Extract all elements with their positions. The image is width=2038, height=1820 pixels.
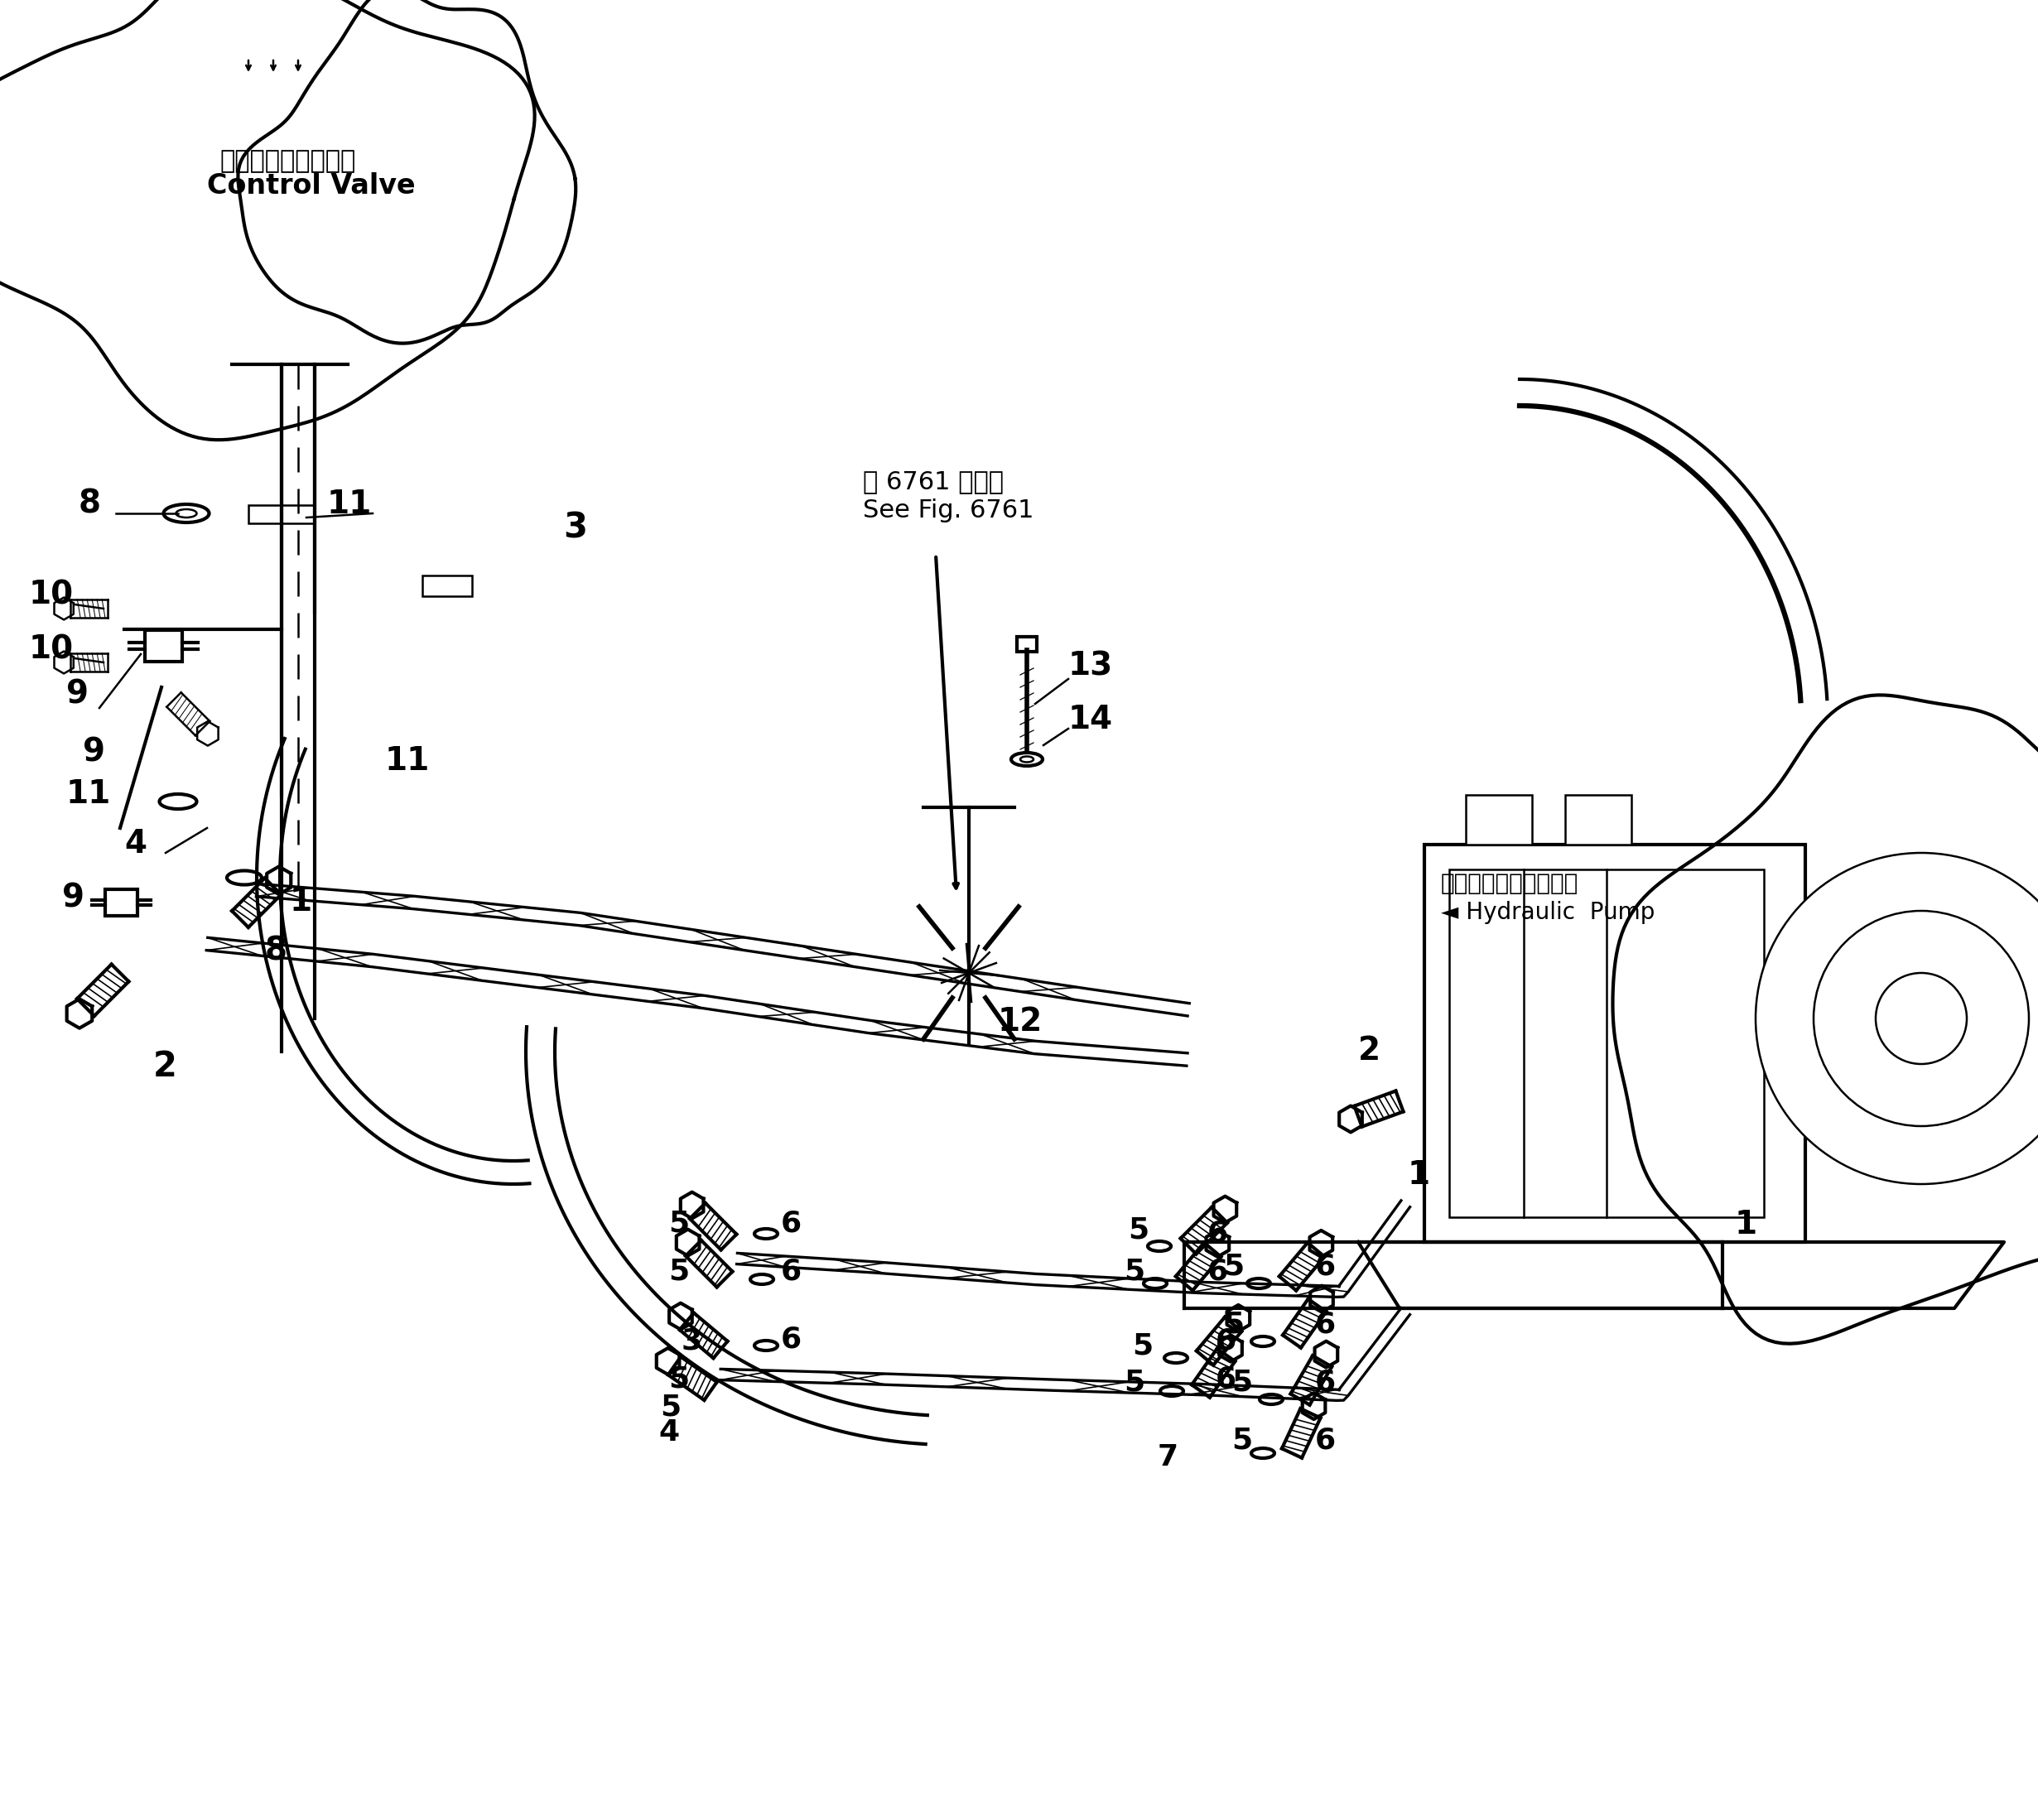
Text: 1: 1 [289, 886, 312, 917]
Ellipse shape [754, 1341, 779, 1350]
Text: 10: 10 [29, 579, 73, 612]
Bar [106, 890, 137, 915]
Text: 第 6761 図参照: 第 6761 図参照 [862, 470, 1003, 493]
Text: See Fig. 6761: See Fig. 6761 [862, 499, 1033, 522]
Text: 6: 6 [1315, 1252, 1335, 1281]
Text: 6: 6 [781, 1210, 801, 1238]
Text: 5: 5 [660, 1394, 681, 1421]
Text: ◄ Hydraulic  Pump: ◄ Hydraulic Pump [1441, 901, 1655, 925]
Ellipse shape [754, 1229, 779, 1239]
Text: 5: 5 [668, 1365, 689, 1392]
Text: 5: 5 [1129, 1216, 1149, 1243]
Text: 4: 4 [658, 1418, 679, 1447]
Text: 1: 1 [1734, 1208, 1757, 1241]
Ellipse shape [1259, 1394, 1282, 1405]
Text: 14: 14 [1068, 704, 1113, 735]
Text: 5: 5 [1231, 1369, 1253, 1398]
Ellipse shape [1164, 1352, 1188, 1363]
Text: 6: 6 [1315, 1369, 1335, 1398]
Ellipse shape [163, 504, 210, 522]
Text: 11: 11 [328, 488, 373, 521]
Text: コントロールバルブ: コントロールバルブ [220, 149, 355, 173]
Bar [1449, 870, 1765, 1218]
Bar [1017, 637, 1037, 652]
Text: 3: 3 [562, 511, 587, 546]
Bar [422, 575, 473, 597]
Bar [1565, 795, 1630, 844]
Circle shape [1814, 910, 2030, 1127]
Text: 6: 6 [1215, 1365, 1235, 1392]
Text: 2: 2 [153, 1048, 177, 1085]
Ellipse shape [1011, 753, 1043, 766]
Circle shape [1755, 854, 2038, 1185]
Text: 11: 11 [67, 779, 112, 810]
Bar [1425, 844, 1806, 1241]
Bar [249, 506, 314, 524]
Text: 4: 4 [124, 828, 147, 859]
Ellipse shape [1251, 1449, 1274, 1458]
Text: 9: 9 [67, 679, 88, 710]
Text: 9: 9 [84, 737, 106, 768]
Text: 2: 2 [1357, 1036, 1380, 1067]
Ellipse shape [1247, 1278, 1270, 1289]
Circle shape [1875, 974, 1967, 1065]
Bar [1465, 795, 1533, 844]
Text: 5: 5 [1223, 1310, 1245, 1340]
Text: 13: 13 [1068, 650, 1113, 681]
Text: 6: 6 [1206, 1258, 1227, 1285]
Ellipse shape [159, 794, 198, 808]
Text: 6: 6 [781, 1258, 801, 1285]
Ellipse shape [1147, 1241, 1172, 1250]
Text: 6: 6 [1206, 1219, 1227, 1249]
Ellipse shape [1143, 1278, 1168, 1289]
Bar [145, 630, 183, 662]
Text: 11: 11 [385, 744, 430, 777]
Ellipse shape [750, 1274, 774, 1285]
Text: 10: 10 [29, 633, 73, 664]
Text: 5: 5 [1125, 1258, 1145, 1285]
Ellipse shape [226, 870, 261, 885]
Ellipse shape [175, 510, 198, 517]
Text: 6: 6 [1315, 1310, 1335, 1340]
Text: 5: 5 [1125, 1369, 1145, 1398]
Text: 1: 1 [1408, 1159, 1431, 1190]
Text: 5: 5 [668, 1210, 689, 1238]
Text: ハイドロリックポンプ: ハイドロリックポンプ [1441, 872, 1579, 895]
Ellipse shape [1160, 1387, 1184, 1396]
Text: 6: 6 [1215, 1327, 1235, 1356]
Text: 5: 5 [1223, 1252, 1245, 1281]
Text: 9: 9 [61, 883, 84, 914]
Text: 5: 5 [1231, 1427, 1253, 1454]
Text: 8: 8 [79, 488, 102, 521]
Ellipse shape [1021, 757, 1033, 763]
Text: 6: 6 [1315, 1427, 1335, 1454]
Text: 3: 3 [681, 1327, 701, 1356]
Text: Control Valve: Control Valve [208, 173, 416, 200]
Text: 6: 6 [781, 1325, 801, 1354]
Ellipse shape [1251, 1336, 1274, 1347]
Text: 8: 8 [265, 935, 287, 966]
Text: 12: 12 [999, 1006, 1043, 1037]
Text: 5: 5 [668, 1258, 689, 1285]
Text: 5: 5 [1133, 1332, 1154, 1360]
Text: 7: 7 [1158, 1443, 1178, 1471]
